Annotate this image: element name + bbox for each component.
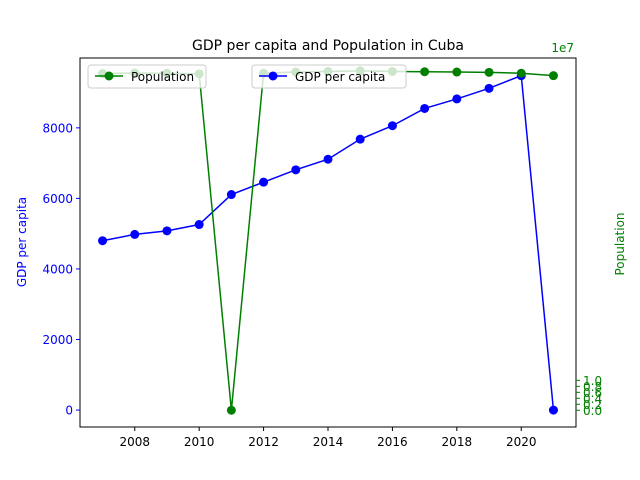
legend-box (251, 64, 407, 89)
left-tick-label: 0 (65, 404, 73, 418)
data-point (420, 67, 430, 77)
data-point (259, 177, 269, 187)
data-point (291, 165, 301, 175)
data-point (226, 405, 236, 415)
data-point (548, 71, 558, 81)
left-axis-label: GDP per capita (15, 197, 29, 287)
axes: 2008 2010 2012 2014 2016 2018 2020 0 2000 4000 600… (42, 57, 602, 449)
data-point (226, 190, 236, 200)
legend-population-marker (104, 71, 114, 81)
right-tick-label: 0.4 (583, 392, 602, 406)
right-tick-label: 0.8 (583, 380, 602, 394)
legend-gdp-marker (268, 71, 278, 81)
x-tick-label: 2014 (313, 435, 344, 449)
x-tick-label: 2016 (377, 435, 408, 449)
legend-population: Population (87, 64, 207, 89)
chart-title: GDP per capita and Population in Cuba (192, 38, 464, 54)
data-point (194, 220, 204, 230)
data-point (452, 67, 462, 77)
left-tick-label: 4000 (42, 262, 73, 276)
legend-gdp: GDP per capita (251, 64, 407, 89)
left-tick-label: 6000 (42, 192, 73, 206)
data-point (387, 121, 397, 131)
right-axis-label: Population (613, 212, 627, 275)
legend-gdp-label: GDP per capita (295, 70, 385, 84)
data-point (355, 134, 365, 144)
left-tick-label: 8000 (42, 121, 73, 135)
x-tick-label: 2018 (442, 435, 473, 449)
legend-population-label: Population (131, 70, 194, 84)
data-point (484, 67, 494, 77)
right-axis-multiplier: 1e7 (551, 41, 574, 55)
x-tick-label: 2012 (248, 435, 279, 449)
data-point (162, 226, 172, 236)
x-tick-label: 2020 (506, 435, 537, 449)
data-point (420, 103, 430, 113)
left-tick-label: 2000 (42, 333, 73, 347)
series-gdp (98, 71, 558, 415)
x-tick-label: 2008 (119, 435, 150, 449)
data-point (548, 405, 558, 415)
right-tick-label: 0.0 (583, 404, 602, 418)
data-point (516, 68, 526, 78)
data-point (130, 229, 140, 239)
right-tick-label: 0.2 (583, 398, 602, 412)
data-point (452, 94, 462, 104)
right-tick-label: 1.0 (583, 374, 602, 388)
legend-box (87, 64, 207, 89)
data-point (323, 154, 333, 164)
right-tick-label: 0.6 (583, 386, 602, 400)
data-point (98, 236, 108, 246)
x-tick-label: 2010 (184, 435, 215, 449)
data-point (484, 83, 494, 93)
